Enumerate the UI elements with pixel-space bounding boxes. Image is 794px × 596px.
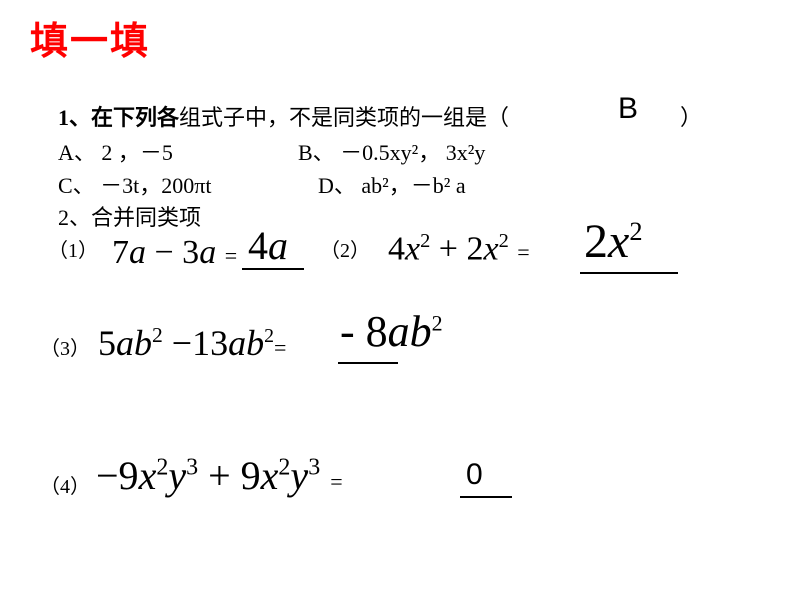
eq2-expression: 4x2 + 2x2 = (388, 230, 530, 268)
eq1-label: （1） (48, 234, 98, 263)
eq2-answer: 2x2 (584, 214, 643, 269)
eq3-expression: 5ab2 −13ab2= (98, 322, 286, 364)
option-a: A、 2 ，－5 (58, 135, 173, 167)
q1-rest: 组式子中，不是同类项的一组是（ (179, 105, 509, 130)
eq3-underline (338, 362, 398, 364)
eq4-expression: −9x2y3 + 9x2y3 = (96, 452, 343, 499)
eq2-label: （2） (320, 234, 370, 263)
question-2: 2、合并同类项 (58, 200, 201, 232)
eq1-underline (242, 268, 304, 270)
eq4-label: （4） (40, 470, 90, 499)
option-d: D、 ab²，－b² a (318, 168, 466, 200)
question-1: 1、在下列各组式子中，不是同类项的一组是（ (58, 100, 509, 132)
eq1-answer: 4a (248, 222, 288, 269)
page-title: 填一填 (30, 10, 150, 65)
option-c: C、 －3t，200πt (58, 168, 212, 200)
q1-bold: 1、在下列各 (58, 105, 179, 130)
q1-answer: B (618, 92, 638, 126)
eq1-expression: 7a − 3a = (112, 234, 237, 272)
eq4-underline (460, 496, 512, 498)
option-b: B、 －0.5xy²， 3x²y (298, 135, 485, 167)
eq2-underline (580, 272, 678, 274)
eq3-answer: - 8ab2 (340, 306, 443, 357)
q1-close-paren: ） (680, 100, 702, 132)
eq4-answer: 0 (466, 458, 483, 492)
eq3-label: （3） (40, 332, 90, 361)
